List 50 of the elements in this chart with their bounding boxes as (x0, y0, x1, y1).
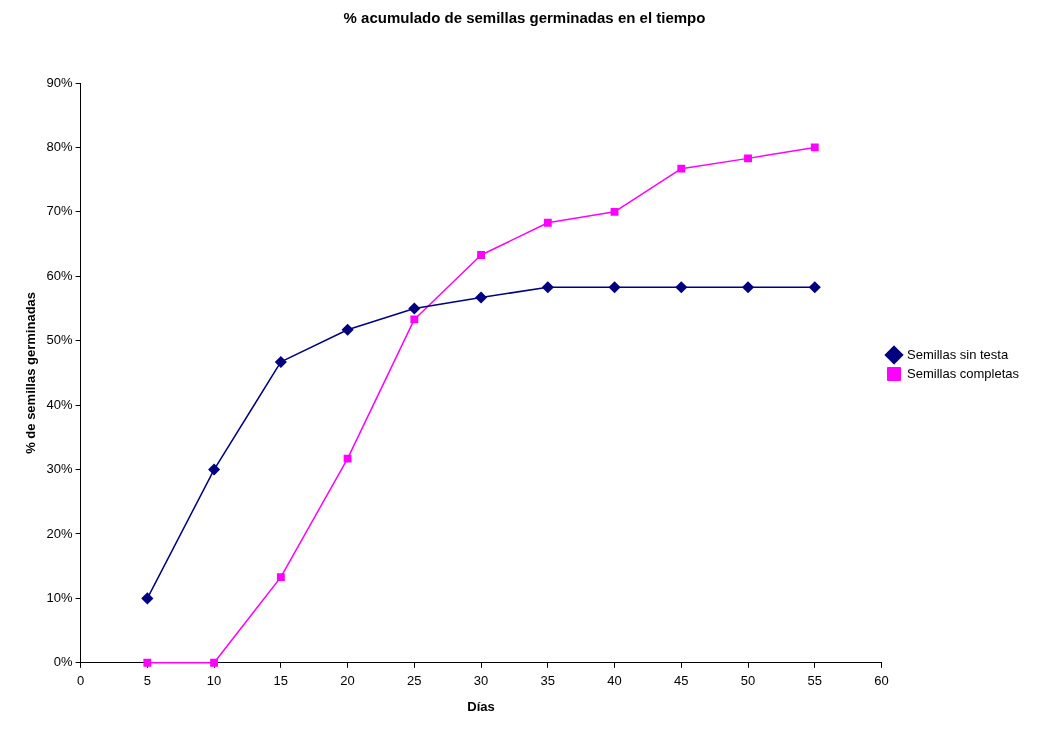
point (810, 143, 819, 152)
x-tick-label: 25 (407, 673, 422, 689)
x-tick-label: 50 (740, 673, 756, 689)
point (675, 281, 688, 293)
x-tick-label: 35 (540, 673, 556, 689)
point (477, 251, 485, 259)
point (143, 658, 152, 667)
y-tick-label: 80% (46, 139, 74, 154)
point (608, 281, 621, 293)
point (343, 454, 352, 463)
y-tick-label: 90% (46, 74, 74, 90)
point (677, 164, 686, 173)
y-tick-label: 70% (46, 203, 74, 219)
point (210, 658, 219, 667)
y-tick-label: 60% (46, 267, 74, 283)
legend-label: Semillas completas (907, 365, 1020, 381)
x-tick-label: 15 (273, 673, 289, 689)
point (410, 315, 419, 324)
x-tick-label: 45 (674, 673, 689, 689)
point (275, 356, 287, 368)
point (543, 218, 552, 227)
point (542, 281, 554, 293)
point (610, 207, 619, 216)
x-tick-label: 40 (607, 673, 622, 689)
y-tick-label: 10% (46, 589, 74, 605)
legend-label: Semillas sin testa (907, 346, 1009, 362)
point (408, 302, 421, 315)
x-tick-label: 0 (77, 673, 85, 689)
point (744, 154, 752, 163)
x-tick-label: 30 (473, 673, 489, 689)
x-tick-label: 10 (206, 673, 222, 689)
chart-title: % acumulado de semillas germinadas en el tiempo (343, 9, 706, 27)
point (742, 281, 754, 293)
point (809, 281, 821, 293)
y-tick-label: 40% (46, 396, 74, 412)
point (341, 323, 354, 336)
y-axis-title: % de semillas germinadas (23, 291, 39, 454)
x-axis-title: Días (467, 698, 495, 714)
point (141, 592, 154, 605)
x-tick-label: 60 (874, 673, 889, 689)
point (208, 463, 220, 476)
y-tick-label: 30% (46, 461, 74, 477)
y-tick-label: 0% (53, 654, 74, 670)
x-tick-label: 20 (340, 673, 355, 689)
point (475, 291, 487, 304)
point (276, 573, 285, 582)
y-tick-label: 20% (46, 525, 74, 541)
x-tick-label: 5 (143, 673, 151, 689)
y-tick-label: 50% (46, 332, 74, 348)
x-tick-label: 55 (807, 673, 823, 689)
